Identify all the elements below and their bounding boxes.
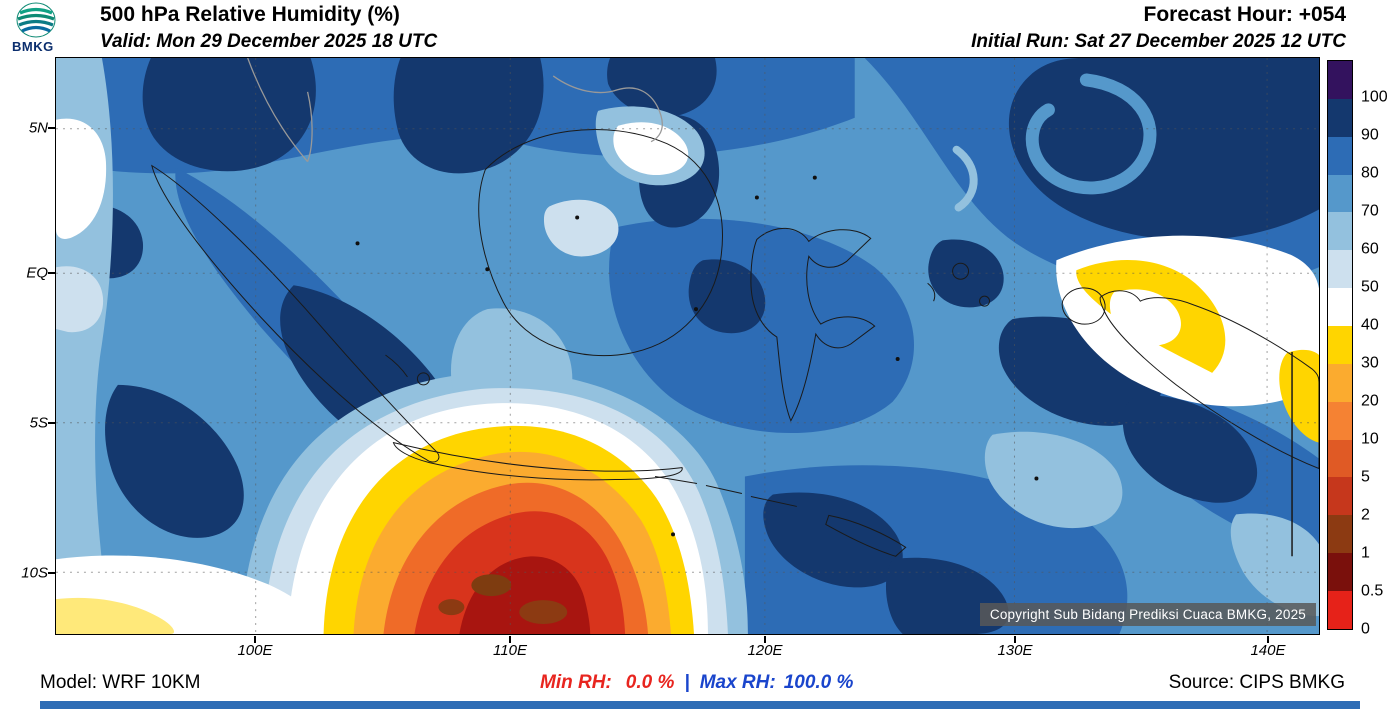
axis-tick (509, 636, 511, 643)
source-label: Source: CIPS BMKG (1168, 672, 1345, 693)
legend-tick-label: 100 (1361, 88, 1388, 106)
max-rh-label: Max RH: (699, 672, 776, 693)
legend-tick-label: 20 (1361, 392, 1379, 410)
valid-time: Valid: Mon 29 December 2025 18 UTC (100, 31, 438, 52)
legend-tick-label: 5 (1361, 468, 1370, 486)
lon-label-130e: 130E (997, 642, 1033, 659)
lat-label-5s: 5S (29, 414, 48, 432)
legend-tick-label: 0.5 (1361, 582, 1384, 600)
bmkg-logo: BMKG (12, 2, 88, 54)
map-area: Copyright Sub Bidang Prediksi Cuaca BMKG… (55, 57, 1320, 635)
legend-tick-label: 60 (1361, 240, 1379, 258)
axis-tick (1267, 636, 1269, 643)
page-title: 500 hPa Relative Humidity (%) (100, 3, 400, 26)
legend-tick-label: 50 (1361, 278, 1379, 296)
legend-color-segment (1328, 61, 1352, 99)
axis-tick (48, 572, 55, 574)
minmax-separator: | (684, 672, 690, 693)
lon-label-140e: 140E (1250, 642, 1286, 659)
legend-tick-label: 30 (1361, 354, 1379, 372)
legend-color-segment (1328, 326, 1352, 364)
axis-tick (254, 636, 256, 643)
legend-tick-label: 70 (1361, 202, 1379, 220)
legend-color-segment (1328, 288, 1352, 327)
forecast-hour: Forecast Hour: +054 (1143, 3, 1347, 26)
legend-tick-label: 10 (1361, 430, 1379, 448)
axis-tick (48, 422, 55, 424)
legend-color-segment (1328, 477, 1352, 516)
legend-color-segment (1328, 98, 1352, 137)
model-label: Model: WRF 10KM (40, 672, 201, 693)
lon-label-100e: 100E (237, 642, 273, 659)
legend-color-segment (1328, 136, 1352, 175)
legend-color-segment (1328, 363, 1352, 402)
legend-color-segment (1328, 553, 1352, 592)
humidity-contour-map (56, 58, 1319, 634)
legend-tick-label: 80 (1361, 164, 1379, 182)
footer-accent-bar (40, 701, 1360, 709)
min-rh-label: Min RH: (540, 672, 612, 693)
bmkg-logo-icon (16, 2, 56, 38)
legend-color-segment (1328, 591, 1352, 629)
legend-color-segment (1328, 401, 1352, 440)
legend-tick-label: 40 (1361, 316, 1379, 334)
legend-tick-label: 2 (1361, 506, 1370, 524)
legend-tick-label: 90 (1361, 126, 1379, 144)
min-rh-value: 0.0 % (625, 672, 675, 693)
axis-tick (48, 272, 55, 274)
initial-run: Initial Run: Sat 27 December 2025 12 UTC (971, 31, 1346, 52)
legend-ticks: 100 90 80 70 60 50 40 30 20 10 5 2 1 0.5 0 (1361, 89, 1399, 638)
legend-color-segment (1328, 212, 1352, 251)
legend-color-segment (1328, 439, 1352, 478)
lat-label-10s: 10S (21, 564, 48, 582)
rh-minmax: Min RH: 0.0 % | Max RH: 100.0 % (540, 672, 853, 694)
legend-tick-label: 0 (1361, 620, 1370, 638)
lat-label-5n: 5N (28, 119, 48, 137)
legend-colorbar (1327, 60, 1353, 630)
lat-label-eq: EQ (26, 264, 48, 282)
axis-tick (1014, 636, 1016, 643)
lon-label-120e: 120E (747, 642, 783, 659)
axis-tick (48, 127, 55, 129)
axis-tick (764, 636, 766, 643)
legend-color-segment (1328, 250, 1352, 289)
max-rh-value: 100.0 % (783, 672, 854, 693)
copyright-notice: Copyright Sub Bidang Prediksi Cuaca BMKG… (979, 603, 1316, 626)
lon-label-110e: 110E (493, 642, 527, 659)
legend-color-segment (1328, 174, 1352, 213)
legend-tick-label: 1 (1361, 544, 1370, 562)
bmkg-logo-label: BMKG (12, 39, 54, 54)
legend-color-segment (1328, 515, 1352, 554)
